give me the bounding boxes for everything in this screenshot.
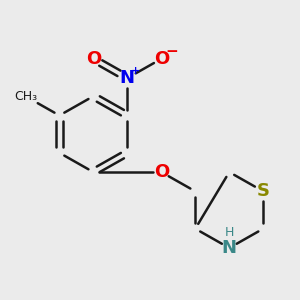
Text: O: O — [86, 50, 101, 68]
Text: N: N — [120, 69, 135, 87]
Text: O: O — [154, 50, 169, 68]
Text: +: + — [131, 66, 140, 76]
Text: H: H — [225, 226, 234, 238]
Text: O: O — [154, 163, 169, 181]
Text: −: − — [166, 44, 178, 59]
Text: CH₃: CH₃ — [14, 90, 37, 103]
Text: S: S — [257, 182, 270, 200]
Text: N: N — [222, 239, 237, 257]
